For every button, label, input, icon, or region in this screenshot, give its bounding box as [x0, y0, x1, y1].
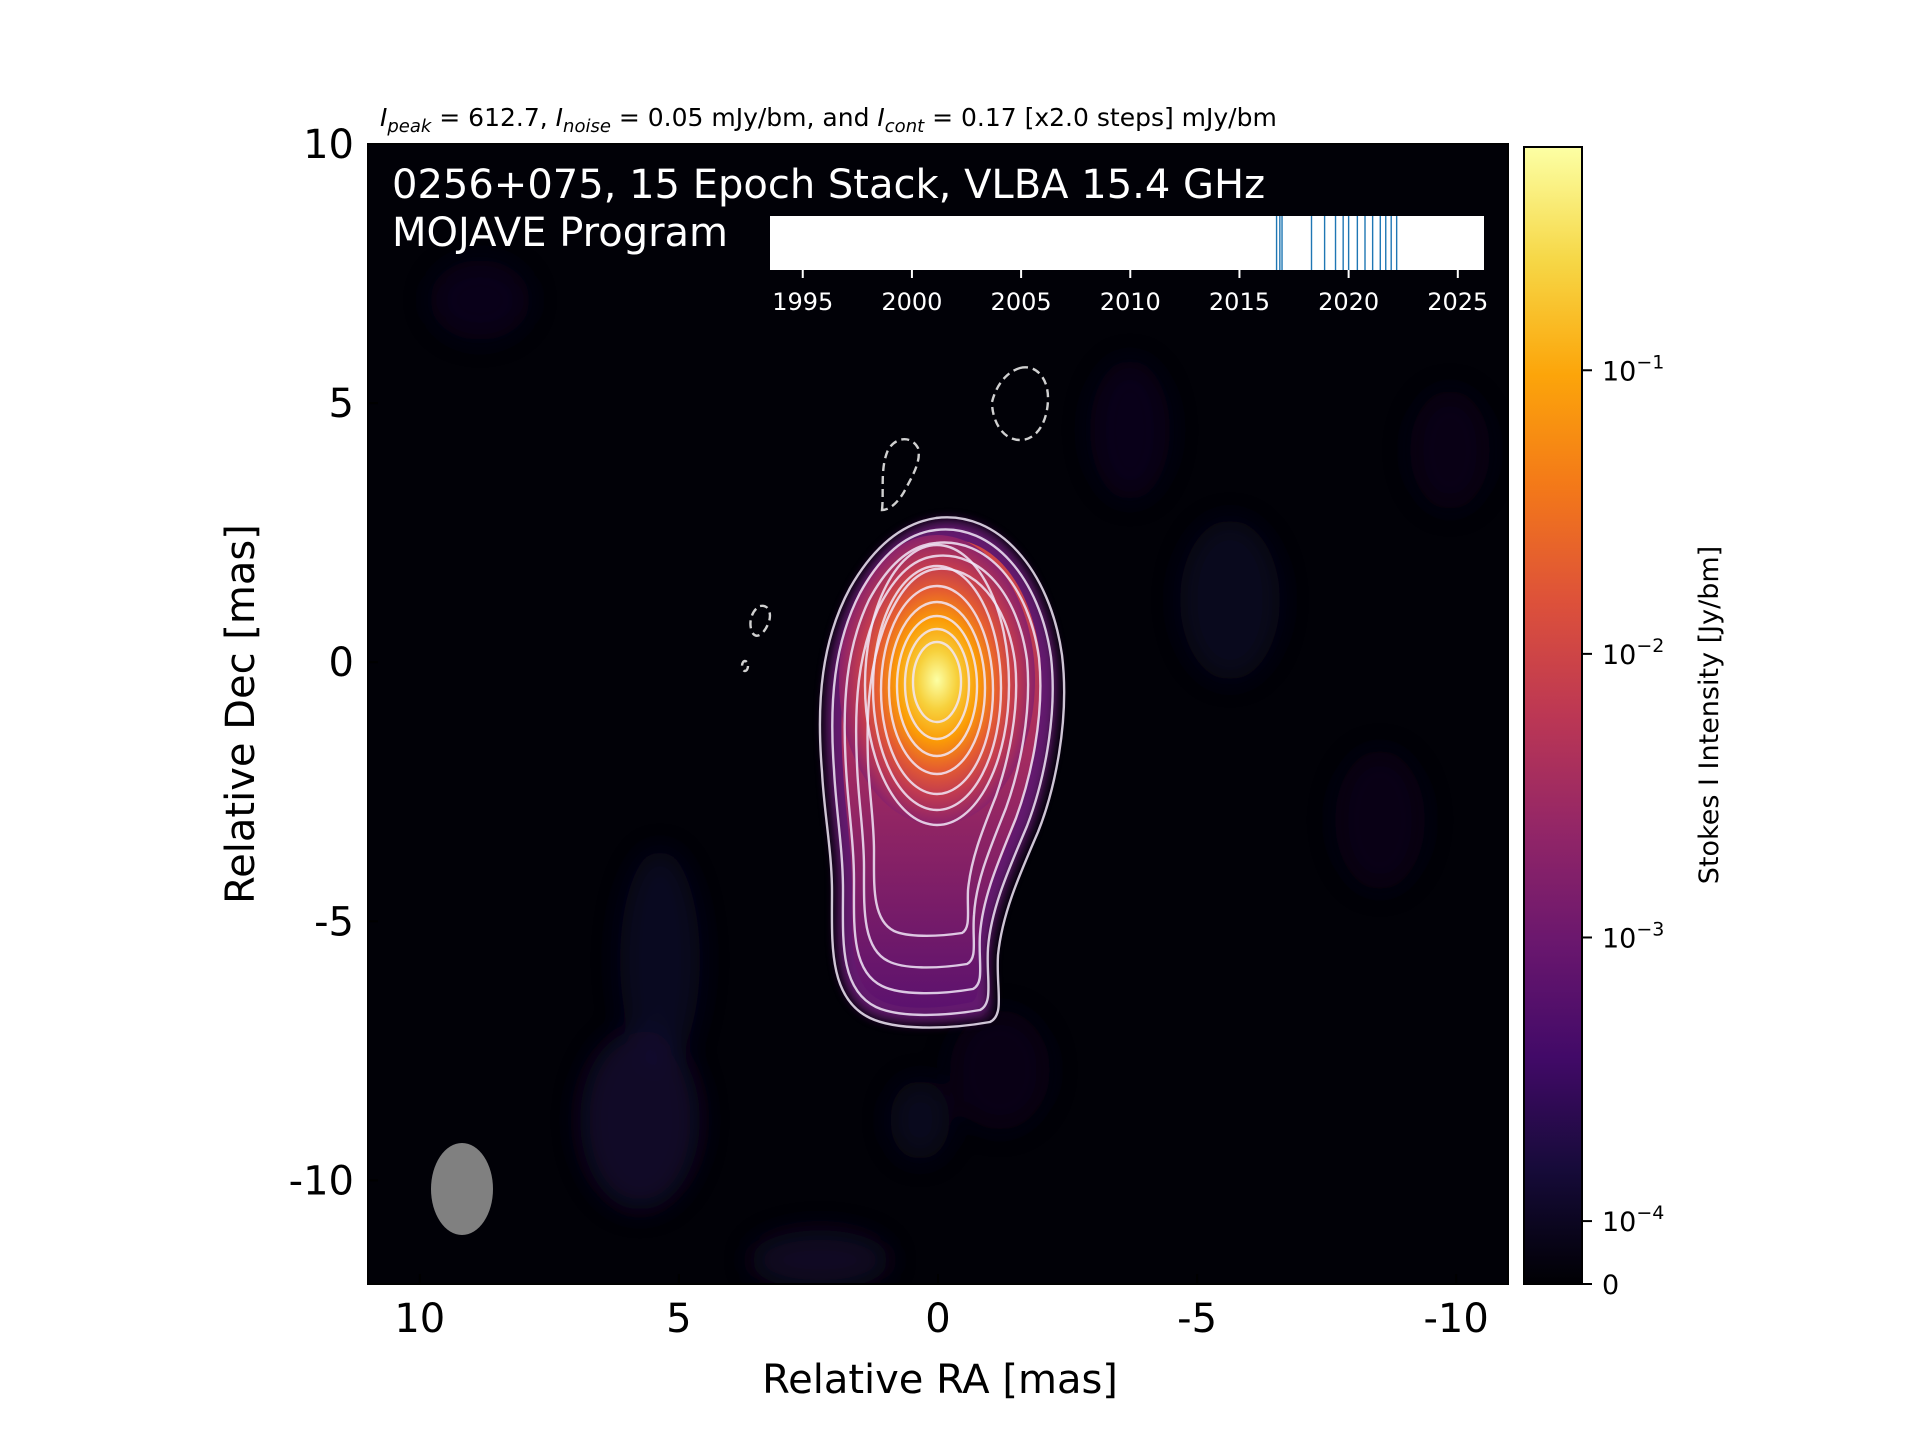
negative-contour-1 [880, 438, 920, 512]
epoch-tick-label: 2000 [881, 288, 942, 316]
colorbar-gradient [1524, 147, 1582, 1284]
background-noise [430, 260, 1490, 1284]
figure-title: Ipeak = 612.7, Inoise = 0.05 mJy/bm, and… [380, 103, 1277, 137]
epoch-ticks: 1995 2000 2005 2010 2015 2020 2025 [772, 270, 1488, 316]
colorbar-tick-label: 10−4 [1602, 1202, 1664, 1238]
epoch-lines [1275, 216, 1398, 270]
x-tick-label: -10 [1424, 1296, 1489, 1342]
epoch-tick-label: 1995 [772, 288, 833, 316]
negative-contours [740, 366, 1050, 673]
colorbar-tick-label: 10−2 [1602, 635, 1664, 671]
x-axis-label: Relative RA [mas] [762, 1357, 1118, 1403]
colorbar-frame [1523, 146, 1583, 1285]
overlay-title-line2: MOJAVE Program [392, 210, 728, 256]
y-tick-label: -10 [289, 1158, 354, 1204]
x-tick-label: 0 [925, 1296, 950, 1342]
image-panel [368, 144, 1508, 1284]
colorbar-label: Stokes I Intensity [Jy/bm] [1694, 546, 1725, 884]
epoch-tick-label: 2005 [991, 288, 1052, 316]
x-tick-label: -5 [1177, 1296, 1217, 1342]
epoch-tick-label: 2025 [1427, 288, 1488, 316]
x-axis-ticks: 10 5 0 -5 -10 [394, 1274, 1489, 1342]
y-axis-label: Relative Dec [mas] [218, 524, 264, 904]
epoch-timeline: 1995 2000 2005 2010 2015 2020 2025 [770, 216, 1488, 316]
colorbar-tick-label: 10−3 [1602, 918, 1664, 954]
epoch-tick-label: 2015 [1209, 288, 1270, 316]
y-axis-ticks: 10 5 0 -5 -10 [289, 122, 378, 1204]
colorbar-tick-label: 0 [1602, 1270, 1619, 1301]
negative-contour-4 [740, 659, 750, 673]
colorbar-tick-label: 10−1 [1602, 351, 1664, 387]
x-tick-label: 5 [666, 1296, 691, 1342]
colorbar-ticks: 0 10−4 10−3 10−2 10−1 [1582, 351, 1664, 1301]
beam-ellipse [431, 1143, 493, 1235]
negative-contour-2 [990, 366, 1050, 442]
y-tick-label: 10 [303, 122, 354, 168]
intensity-contours [818, 516, 1066, 1029]
overlay-title-line1: 0256+075, 15 Epoch Stack, VLBA 15.4 GHz [392, 162, 1265, 208]
epoch-tick-label: 2010 [1100, 288, 1161, 316]
epoch-tick-label: 2020 [1318, 288, 1379, 316]
y-tick-label: 5 [329, 381, 354, 427]
y-tick-label: 0 [329, 640, 354, 686]
y-tick-label: -5 [314, 899, 354, 945]
colorbar: 0 10−4 10−3 10−2 10−1 Stokes I Intensity [Jy… [1523, 146, 1725, 1301]
x-tick-label: 10 [394, 1296, 445, 1342]
epoch-timeline-box [770, 216, 1484, 270]
